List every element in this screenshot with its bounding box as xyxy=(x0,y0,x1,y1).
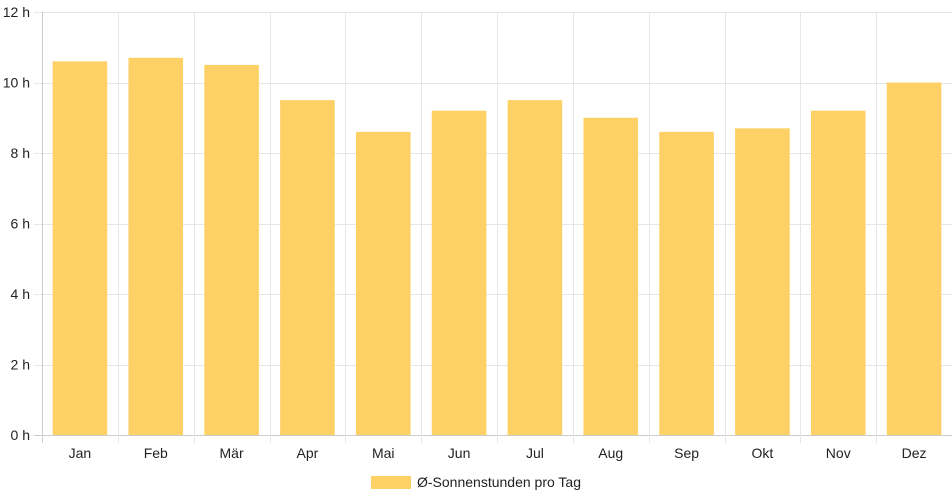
legend-label[interactable]: Ø-Sonnenstunden pro Tag xyxy=(417,474,581,490)
x-tick-label: Mär xyxy=(220,445,244,461)
bar[interactable] xyxy=(204,64,259,435)
x-tick-label: Sep xyxy=(674,445,699,461)
y-tick-label: 2 h xyxy=(11,357,30,373)
y-tick-label: 10 h xyxy=(3,75,30,91)
x-tick-label: Dez xyxy=(902,445,927,461)
legend-swatch[interactable] xyxy=(371,476,411,489)
bar[interactable] xyxy=(735,128,790,435)
x-tick-label: Jul xyxy=(526,445,544,461)
bar[interactable] xyxy=(52,61,108,435)
y-axis: 0 h 2 h 4 h 6 h 8 h 10 h 12 h xyxy=(3,4,30,443)
x-tick-label: Aug xyxy=(598,445,623,461)
bar[interactable] xyxy=(280,100,335,435)
bar[interactable] xyxy=(355,131,411,435)
bars xyxy=(52,57,942,436)
x-tick-label: Jan xyxy=(69,445,92,461)
bar[interactable] xyxy=(583,117,639,435)
y-tick-label: 12 h xyxy=(3,4,30,20)
bar[interactable] xyxy=(431,110,487,435)
y-tick-label: 4 h xyxy=(11,286,30,302)
y-tick-label: 0 h xyxy=(11,427,30,443)
x-tick-label: Jun xyxy=(448,445,471,461)
x-tick-label: Feb xyxy=(144,445,168,461)
x-tick-label: Nov xyxy=(826,445,851,461)
y-tick-label: 8 h xyxy=(11,145,30,161)
x-tick-label: Apr xyxy=(297,445,319,461)
bar[interactable] xyxy=(659,131,714,435)
bar[interactable] xyxy=(886,82,942,436)
grid-lines xyxy=(34,12,952,443)
x-axis: Jan Feb Mär Apr Mai Jun Jul Aug Sep Okt Nov Dez xyxy=(69,445,927,461)
x-tick-label: Mai xyxy=(372,445,395,461)
x-tick-label: Okt xyxy=(752,445,774,461)
bar[interactable] xyxy=(507,100,563,435)
legend[interactable]: Ø-Sonnenstunden pro Tag xyxy=(371,474,581,490)
bar[interactable] xyxy=(128,57,184,435)
bar[interactable] xyxy=(810,110,866,435)
y-tick-label: 6 h xyxy=(11,216,30,232)
